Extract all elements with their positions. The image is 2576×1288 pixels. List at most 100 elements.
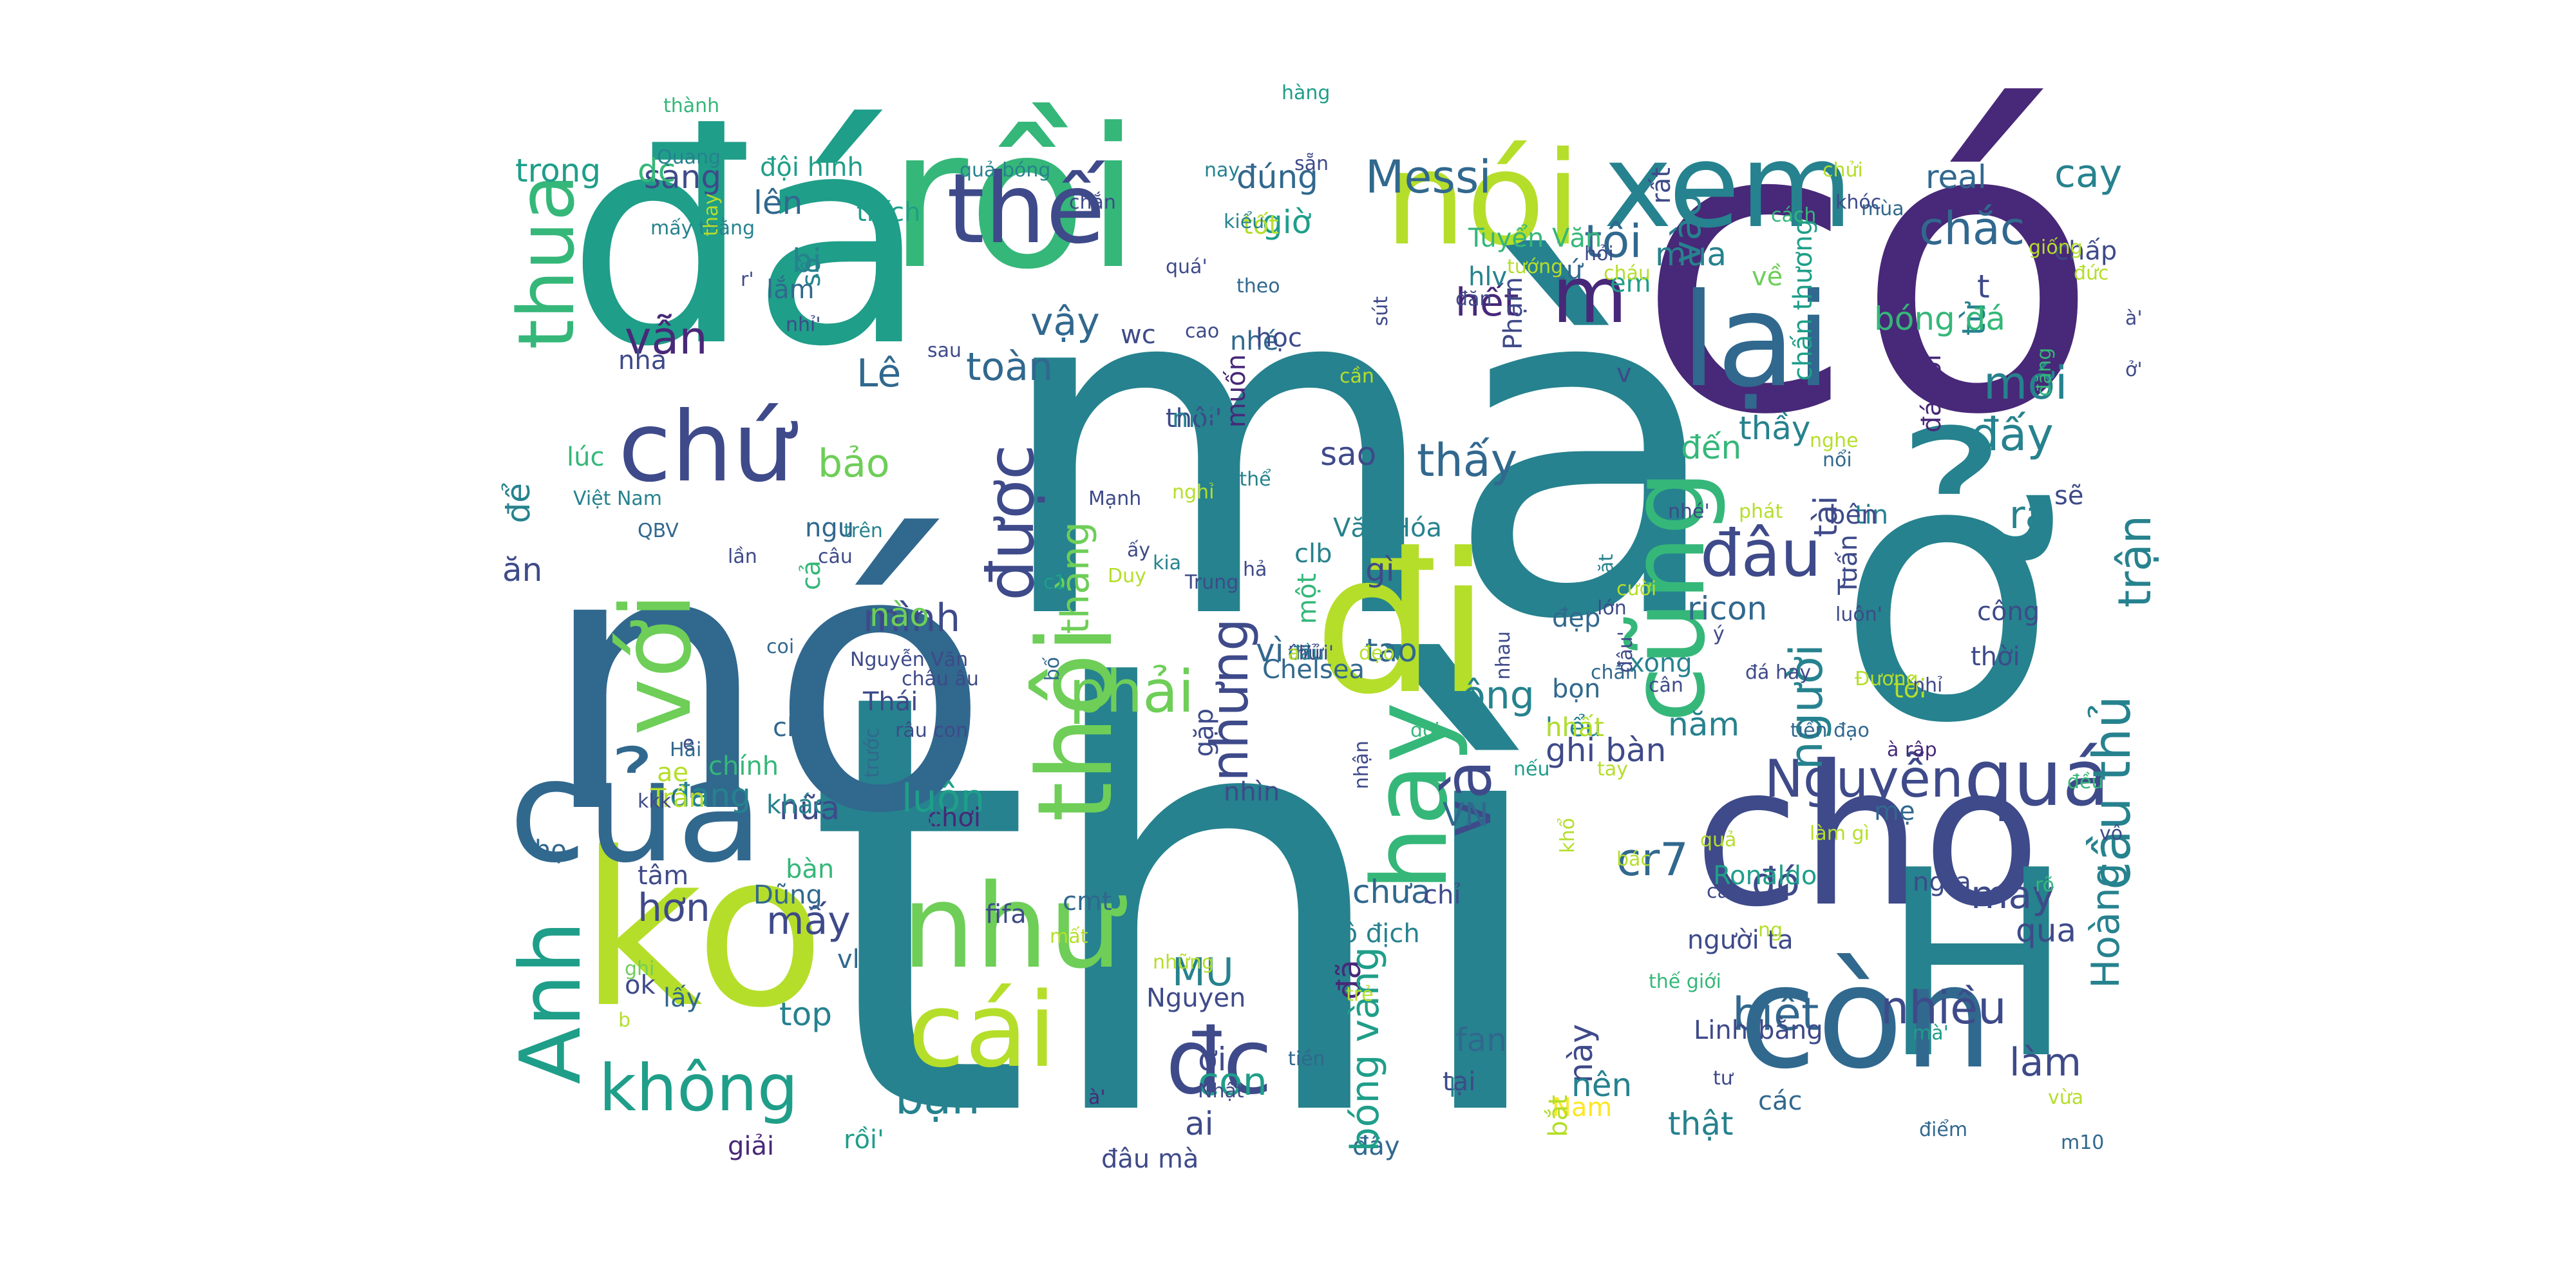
word-cloud-word: đâu' [1615, 631, 1637, 673]
word-cloud-word: đâu mà [1101, 1144, 1199, 1174]
word-cloud-word: chắc [1919, 202, 2025, 255]
word-cloud-word: nhỉ [1913, 674, 1943, 697]
word-cloud-word: số [797, 258, 826, 287]
word-cloud-word: làm [2009, 1040, 2081, 1085]
word-cloud-word: cay [2054, 151, 2123, 196]
word-cloud-word: Việt Nam [573, 488, 663, 510]
word-cloud-word: Đương [1855, 668, 1918, 690]
word-cloud-word: Anh [502, 921, 600, 1084]
word-cloud-word: tiền [1288, 1048, 1325, 1070]
word-cloud-word: mấy thằng [650, 217, 755, 240]
word-cloud-word: râu con [895, 719, 969, 742]
word-cloud-word: Nhật [1198, 1080, 1244, 1103]
word-cloud-word: nhà [1172, 404, 1221, 433]
word-cloud-word: ý [1713, 623, 1725, 645]
word-cloud-word: à' [2125, 307, 2143, 330]
word-cloud-word: vẫn [625, 312, 708, 365]
word-cloud-word: lên [753, 184, 803, 222]
word-cloud-word: không [599, 1050, 799, 1126]
word-cloud-word: đẹp [1552, 603, 1601, 633]
word-cloud-word: hả [1243, 558, 1267, 581]
word-cloud-word: chắn [1069, 191, 1116, 214]
word-cloud-word: còn [1739, 935, 1993, 1100]
word-cloud-word: bác [1616, 848, 1651, 871]
word-cloud-word: Tuyển Văn [1468, 223, 1602, 253]
word-cloud-word: cả' [1707, 880, 1735, 903]
word-cloud-word: Văn Hóa [1333, 513, 1443, 543]
word-cloud-word: châu âu [902, 668, 979, 690]
word-cloud-word: mới [1984, 357, 2068, 410]
word-cloud-word: để [500, 483, 537, 524]
word-cloud-word: đội [1410, 719, 1440, 742]
word-cloud-word: bọn [1552, 674, 1601, 704]
word-cloud-word: Trung [1185, 571, 1239, 594]
word-cloud-word: họ [535, 835, 567, 865]
word-cloud-word: theo [1236, 275, 1280, 298]
word-cloud-word: biết [1732, 988, 1819, 1041]
word-cloud-word: chửi' [1288, 642, 1334, 665]
word-cloud-word: thấy [1417, 434, 1518, 487]
word-cloud-word: với [601, 592, 713, 736]
word-cloud-word: tướng [1507, 256, 1564, 278]
word-cloud-word: mà [992, 181, 1728, 721]
word-cloud-word: nghe [1810, 430, 1859, 452]
word-cloud-word: Thái [863, 687, 918, 717]
word-cloud-word: ra [2009, 493, 2049, 538]
word-cloud-word: đá hay [1745, 661, 1812, 684]
word-cloud-word: Dũng [753, 880, 822, 910]
word-cloud-word: Messi [1365, 151, 1492, 204]
word-cloud-word: xem [1604, 119, 1853, 254]
word-cloud-word: nó [541, 473, 990, 893]
word-cloud-word: hiểu [1546, 713, 1602, 743]
word-cloud-word: vì [1256, 632, 1284, 669]
word-cloud-word: mấy [766, 898, 851, 943]
word-cloud-word: đức [2074, 262, 2109, 285]
word-cloud-word: r' [741, 269, 754, 291]
word-cloud-word: d [1288, 642, 1301, 665]
word-cloud-word: sao [1320, 435, 1377, 473]
word-cloud-word: phát [1739, 500, 1783, 523]
word-cloud-word: nhất [1546, 713, 1604, 743]
word-cloud-word: nhau [1492, 631, 1515, 680]
word-cloud-word: em [1610, 269, 1651, 298]
word-cloud-word: quá' [1166, 256, 1208, 278]
word-cloud-word: Chelsea [1262, 655, 1365, 685]
word-cloud-word: tin [1855, 500, 1889, 530]
word-cloud-word: thay [700, 193, 723, 236]
word-cloud-word: thế giới [1649, 971, 1721, 993]
word-cloud-word: bảo [818, 441, 890, 486]
word-cloud-word: sau [927, 339, 962, 362]
word-cloud-word: sẽ [2054, 481, 2084, 511]
word-cloud-word: đẹo [1359, 642, 1395, 665]
word-cloud-word: nhé [1230, 327, 1279, 356]
word-cloud-word: chứ [618, 392, 794, 504]
word-cloud-word: cmt [1063, 887, 1112, 916]
word-cloud-word: thích [857, 198, 921, 227]
word-cloud-word: VN [1443, 796, 1489, 833]
word-cloud-word: luôn' [1835, 603, 1882, 626]
word-cloud-word: bắt [1544, 1095, 1573, 1137]
word-cloud-word: Trần [650, 784, 705, 813]
word-cloud-word: nên [1571, 1066, 1633, 1104]
word-cloud-word: tao [1365, 632, 1417, 669]
word-cloud-word: chấp [2054, 236, 2117, 266]
word-cloud-word: những [1153, 951, 1215, 974]
word-cloud-word: à' [1088, 1086, 1106, 1109]
word-cloud-word: có thể [1211, 468, 1271, 491]
word-cloud-word: ở' [2125, 359, 2143, 381]
word-cloud-word: chân [1591, 661, 1638, 684]
word-cloud-word: m [1552, 251, 1627, 341]
word-cloud-word: hết [1455, 280, 1519, 325]
word-cloud-word: fifa [985, 900, 1027, 929]
word-cloud-word: vừa [2048, 1086, 2084, 1109]
word-cloud-word: Nguyễn Văn [850, 649, 969, 671]
word-cloud-word: các [1758, 1086, 1803, 1116]
word-cloud-word: m10 [2061, 1132, 2105, 1154]
word-cloud-word: mùa [1861, 198, 1904, 220]
word-cloud-word: chưa [1352, 873, 1431, 911]
word-cloud-word: ghi [625, 958, 655, 980]
word-cloud-word: chịu [773, 713, 827, 743]
word-cloud-word: sút [1370, 296, 1392, 327]
word-cloud-word: nổi [1823, 449, 1852, 471]
word-cloud-word: cao [1185, 320, 1220, 343]
